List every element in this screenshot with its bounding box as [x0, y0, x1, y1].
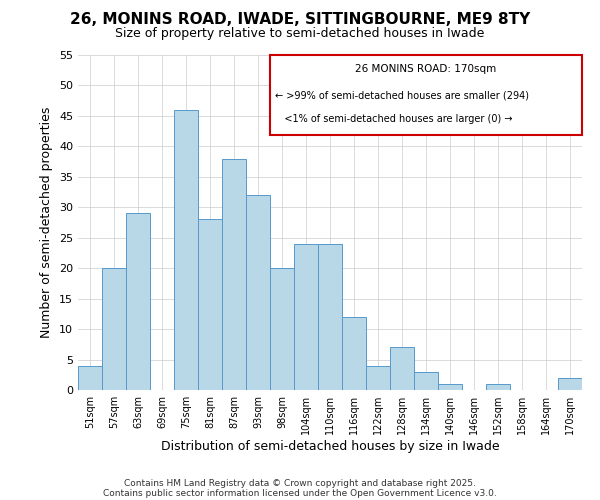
Bar	[342, 317, 366, 390]
Text: Size of property relative to semi-detached houses in Iwade: Size of property relative to semi-detach…	[115, 28, 485, 40]
Text: 26 MONINS ROAD: 170sqm: 26 MONINS ROAD: 170sqm	[355, 64, 496, 74]
Bar	[558, 378, 582, 390]
Bar	[270, 268, 294, 390]
X-axis label: Distribution of semi-detached houses by size in Iwade: Distribution of semi-detached houses by …	[161, 440, 499, 453]
Bar	[222, 158, 246, 390]
Bar	[198, 220, 222, 390]
Text: Contains public sector information licensed under the Open Government Licence v3: Contains public sector information licen…	[103, 488, 497, 498]
Bar	[318, 244, 342, 390]
Bar	[294, 244, 318, 390]
Y-axis label: Number of semi-detached properties: Number of semi-detached properties	[40, 107, 53, 338]
Bar	[366, 366, 390, 390]
Bar	[78, 366, 102, 390]
Bar	[486, 384, 510, 390]
Bar	[174, 110, 198, 390]
Bar	[390, 348, 414, 390]
Text: 26, MONINS ROAD, IWADE, SITTINGBOURNE, ME9 8TY: 26, MONINS ROAD, IWADE, SITTINGBOURNE, M…	[70, 12, 530, 28]
Text: ← >99% of semi-detached houses are smaller (294): ← >99% of semi-detached houses are small…	[275, 90, 529, 100]
Bar	[438, 384, 462, 390]
Bar	[246, 195, 270, 390]
Bar	[414, 372, 438, 390]
Bar	[126, 214, 150, 390]
Text: <1% of semi-detached houses are larger (0) →: <1% of semi-detached houses are larger (…	[275, 114, 512, 124]
Text: Contains HM Land Registry data © Crown copyright and database right 2025.: Contains HM Land Registry data © Crown c…	[124, 478, 476, 488]
FancyBboxPatch shape	[269, 55, 582, 136]
Bar	[102, 268, 126, 390]
